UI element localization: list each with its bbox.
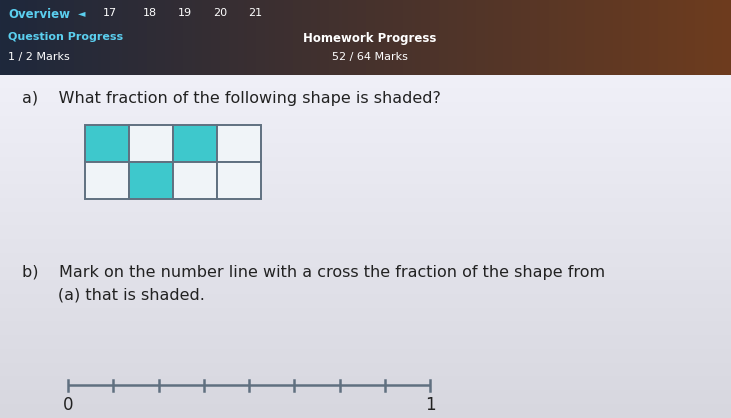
Bar [129, 162, 173, 199]
Bar [85, 162, 129, 199]
Text: b)    Mark on the number line with a cross the fraction of the shape from: b) Mark on the number line with a cross … [22, 265, 605, 280]
Text: Overview: Overview [8, 8, 70, 21]
Text: 0: 0 [63, 395, 73, 413]
Text: 1: 1 [425, 395, 436, 413]
Text: 21: 21 [248, 8, 262, 18]
Text: Homework Progress: Homework Progress [303, 32, 436, 45]
Bar [173, 162, 217, 199]
Text: (a) that is shaded.: (a) that is shaded. [22, 287, 205, 302]
Text: Question Progress: Question Progress [8, 32, 123, 42]
Text: 20: 20 [213, 8, 227, 18]
Text: 52 / 64 Marks: 52 / 64 Marks [332, 52, 408, 62]
Text: 18: 18 [143, 8, 157, 18]
Bar [129, 125, 173, 162]
Text: 19: 19 [178, 8, 192, 18]
Bar [173, 125, 217, 162]
Bar [85, 125, 129, 162]
Text: 17: 17 [103, 8, 117, 18]
Bar [217, 162, 261, 199]
Text: a)    What fraction of the following shape is shaded?: a) What fraction of the following shape … [22, 91, 441, 106]
Text: 1 / 2 Marks: 1 / 2 Marks [8, 52, 69, 62]
Bar [217, 125, 261, 162]
Text: ◄: ◄ [78, 8, 86, 18]
